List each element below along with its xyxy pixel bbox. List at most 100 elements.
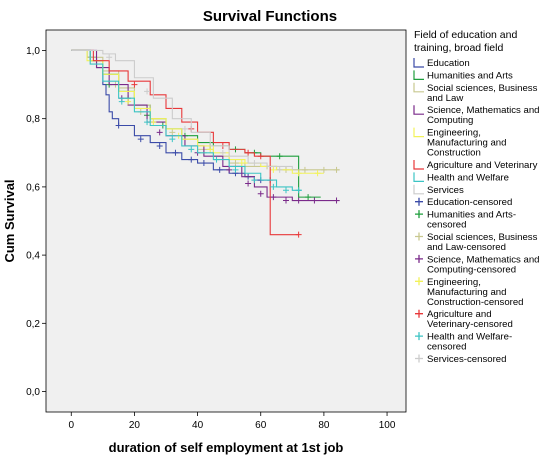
legend-label: Computing [427, 115, 473, 126]
y-axis-label: Cum Survival [2, 179, 17, 262]
legend-swatch-censor [415, 332, 423, 341]
censor-mark [125, 98, 132, 105]
x-tick-label: 0 [68, 420, 74, 431]
censor-mark [295, 197, 302, 204]
censor-mark [232, 160, 239, 167]
censor-mark [156, 129, 163, 136]
x-axis-label: duration of self employment at 1st job [109, 440, 344, 455]
censor-mark [270, 166, 277, 173]
censor-mark [283, 197, 289, 204]
censor-mark [118, 98, 125, 105]
y-tick-label: 0,6 [26, 182, 40, 193]
legend-label: censored [427, 220, 466, 231]
legend-swatch-line [413, 127, 424, 138]
censor-mark [232, 166, 239, 173]
legend-label: and Law-censored [427, 242, 506, 253]
legend-swatch-line [413, 58, 424, 68]
legend-label: Education [427, 58, 470, 69]
legend-label: Agriculture and Veterinary [427, 160, 538, 171]
legend-label: Manufacturing and [427, 138, 506, 149]
censor-mark [172, 149, 179, 156]
censor-mark [156, 142, 163, 149]
x-tick-label: 100 [379, 420, 396, 431]
censor-mark [320, 166, 327, 173]
legend-label: Computing-censored [427, 264, 516, 275]
legend-item-health-and-welfare: Health and Welfare [413, 172, 509, 183]
censor-mark [131, 81, 138, 88]
censor-mark [238, 160, 245, 167]
y-tick-label: 0,8 [26, 114, 40, 125]
censor-mark [200, 160, 207, 167]
legend-item-engineering-manufacturing-and-construction-censored: Engineering,Manufacturing andConstructio… [415, 277, 524, 308]
series-health-and-welfare [71, 49, 302, 194]
legend-label: Agriculture and [427, 309, 492, 320]
censor-mark [276, 153, 283, 160]
legend-label: Health and Welfare- [427, 332, 512, 343]
censor-mark [283, 187, 289, 194]
censor-mark [305, 194, 312, 201]
legend-swatch-censor [415, 309, 423, 318]
legend-item-education: Education [413, 58, 470, 69]
legend-item-engineering-manufacturing-and-construction: Engineering,Manufacturing andConstructio… [413, 127, 506, 159]
censor-mark [150, 119, 157, 126]
legend-label: Humanities and Arts [427, 70, 513, 81]
censor-mark [270, 194, 277, 201]
censor-mark [216, 166, 223, 173]
survival-line-engineering-manufacturing-and-construction [71, 49, 324, 174]
censor-mark [251, 160, 258, 167]
legend-label: and Law [427, 93, 463, 104]
axis-layer: 0 20 40 60 80 100 0,0 0,2 0,4 0,6 0,8 1,0 [26, 46, 396, 431]
legend-title: training, broad field [414, 42, 503, 54]
censor-mark [181, 125, 188, 132]
legend-swatch-censor [415, 197, 423, 206]
x-tick-label: 60 [255, 420, 267, 431]
censor-mark [115, 122, 122, 129]
series-layer [71, 49, 340, 238]
y-tick-label: 0,2 [26, 319, 40, 330]
series-agriculture-and-veterinary [71, 49, 302, 238]
legend-swatch-line [413, 172, 424, 182]
censor-mark [301, 166, 308, 173]
legend-label: Science, Mathematics and [427, 105, 540, 116]
legend-swatch-line [413, 70, 424, 80]
legend-swatch-line [413, 105, 424, 115]
censor-mark [295, 170, 302, 177]
plot-area [45, 29, 407, 413]
legend-swatch-line [413, 160, 424, 170]
censor-mark [333, 166, 340, 173]
censor-mark [144, 119, 151, 126]
legend-label: Engineering, [427, 277, 481, 288]
censor-mark [295, 231, 302, 238]
legend-item-agriculture-and-veterinary: Agriculture and Veterinary [413, 160, 538, 171]
y-tick-label: 0,4 [26, 251, 40, 262]
censor-mark [245, 180, 252, 187]
censor-mark [137, 136, 144, 143]
legend-label: Veterinary-censored [427, 319, 513, 330]
censor-mark [207, 146, 214, 153]
legend-item-services: Services [413, 184, 464, 196]
censor-mark [106, 54, 113, 61]
censor-mark [257, 190, 264, 197]
legend-label: Services [427, 185, 464, 196]
x-tick-label: 20 [129, 420, 141, 431]
y-tick-label: 1,0 [26, 46, 40, 57]
series-services [71, 49, 293, 173]
censor-mark [245, 149, 252, 156]
legend-label: Services-censored [427, 354, 506, 365]
censor-mark [169, 136, 176, 143]
censor-mark [188, 146, 195, 153]
legend-item-health-and-welfare-censored: Health and Welfare-censored [415, 332, 512, 353]
censor-mark [251, 177, 258, 184]
censor-mark [295, 187, 302, 194]
legend-label: Science, Mathematics and [427, 254, 540, 265]
legend-item-services-censored: Services-censored [415, 354, 506, 365]
survival-line-agriculture-and-veterinary [71, 49, 299, 236]
legend-label: Social sciences, Business [427, 232, 538, 243]
legend-label: Humanities and Arts- [427, 210, 516, 221]
legend-swatch-censor [415, 277, 423, 286]
